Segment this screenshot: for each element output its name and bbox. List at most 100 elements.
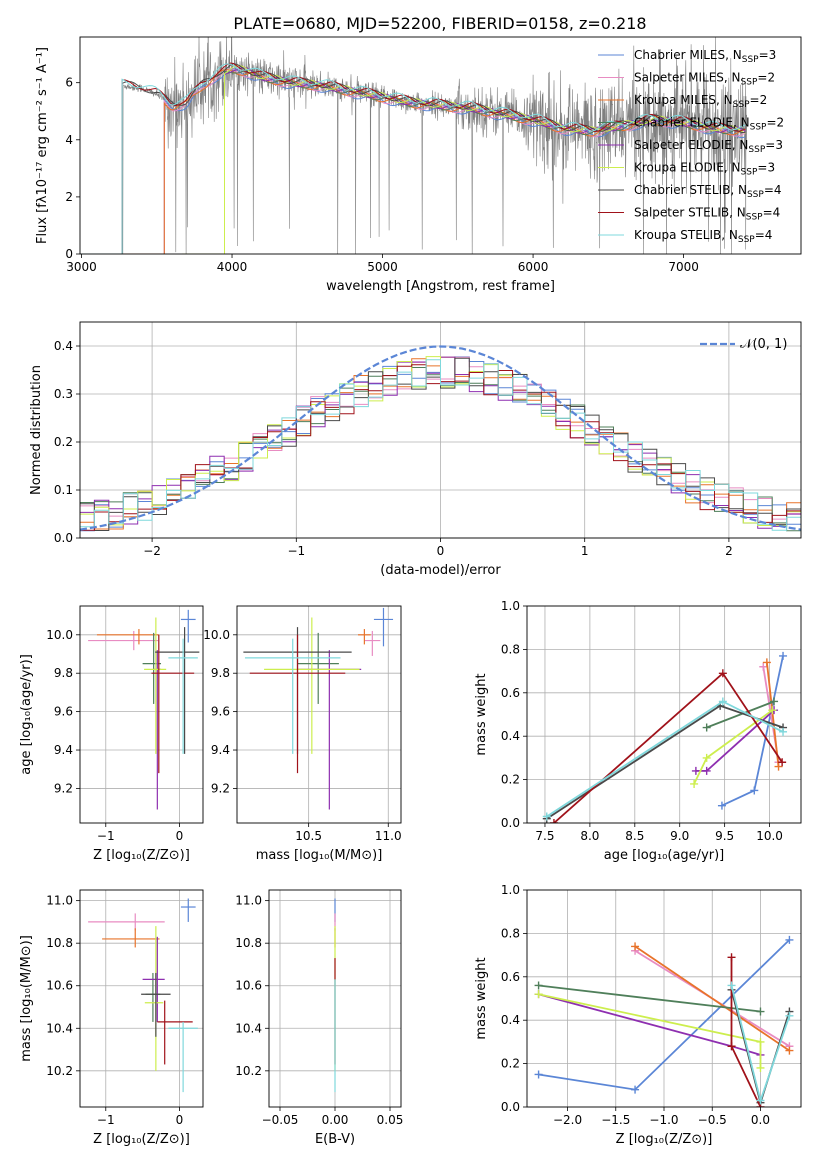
weight-point-chabrier_miles [534, 1070, 543, 1079]
y-tick-label: 2 [65, 190, 73, 204]
legend-entry: Kroupa STELIB, NSSP=4 [634, 228, 772, 245]
x-tick-label: 3000 [66, 260, 97, 274]
weight-line-chabrier_elodie [538, 984, 761, 1013]
panel-spectrum: 3000 4000 5000 6000 7000 0 2 4 6 wavelength [Angs… [35, 36, 802, 294]
plot-area [542, 651, 788, 823]
y-tick-label: 9.6 [54, 705, 73, 719]
plot-area [88, 898, 198, 1093]
x-tick-label: 11.0 [375, 829, 402, 843]
y-tick-label: 0.8 [501, 926, 520, 940]
x-tick-label: 7.5 [535, 829, 554, 843]
x-tick-label: 0 [176, 829, 184, 843]
axes-frame [236, 605, 402, 824]
x-tick-label: 6000 [518, 260, 549, 274]
weight-point-salpeter_miles [759, 662, 768, 671]
y-tick-label: 4 [65, 133, 73, 147]
y-tick-label: 11.0 [46, 894, 73, 908]
x-tick-label: −1.5 [601, 1113, 630, 1127]
legend-entry: Chabrier ELODIE, NSSP=2 [634, 116, 784, 133]
normal-curve [80, 345, 801, 531]
x-tick-label: 10.0 [756, 829, 783, 843]
weight-point-kroupa_stelib [542, 812, 551, 821]
x-tick-label: 9.0 [670, 829, 689, 843]
y-tick-label: 10.2 [235, 1064, 262, 1078]
panel-age_vs_mass: 10.5 11.0 9.2 9.4 9.6 9.8 10.0 mass [log₁₀(M/M⊙… [203, 605, 402, 863]
weight-point-kroupa_elodie [756, 1037, 765, 1046]
y-tick-label: 9.8 [211, 666, 230, 680]
legend-entry: 𝒩(0, 1) [740, 337, 787, 352]
panel-age_vs_Z: −1 0 9.2 9.4 9.6 9.8 10.0 Z [log₁₀(Z/Z⊙)] age [l… [19, 605, 204, 863]
y-tick-label: 10.8 [46, 936, 73, 950]
x-axis-label: Z [log₁₀(Z/Z⊙)] [93, 848, 190, 863]
x-axis-label: wavelength [Angstrom, rest frame] [326, 279, 555, 294]
legend-entry: Salpeter MILES, NSSP=2 [634, 71, 775, 88]
legend-entry: Kroupa ELODIE, NSSP=3 [634, 161, 775, 178]
y-tick-label: 9.4 [54, 743, 73, 757]
x-tick-label: 5000 [367, 260, 398, 274]
y-tick-label: 0.6 [501, 686, 520, 700]
y-tick-label: 9.4 [211, 743, 230, 757]
x-tick-label: −2 [143, 544, 161, 558]
weight-point-chabrier_elodie [756, 1007, 765, 1016]
weight-point-salpeter_stelib [727, 953, 736, 962]
y-tick-label: 0.4 [501, 729, 520, 743]
plot-area [80, 345, 801, 532]
y-tick-label: 0.2 [54, 435, 73, 449]
panel-weight_vs_age: 7.5 8.0 8.5 9.0 9.5 10.0 0.0 0.2 0.4 0.6 0.8 1.0 age… [474, 599, 802, 863]
y-tick-label: 0.0 [501, 816, 520, 830]
weight-point-kroupa_miles [762, 658, 771, 667]
axes-frame [79, 605, 204, 824]
y-axis-label: mass [log₁₀(M/M⊙)] [19, 935, 34, 1062]
y-tick-label: 10.4 [235, 1021, 262, 1035]
y-tick-label: 1.0 [501, 599, 520, 613]
x-tick-label: 2 [725, 544, 733, 558]
y-tick-label: 10.4 [46, 1021, 73, 1035]
weight-point-chabrier_elodie [702, 723, 711, 732]
weight-point-kroupa_miles [774, 762, 783, 771]
y-tick-label: 10.0 [46, 628, 73, 642]
weight-point-chabrier_miles [779, 651, 788, 660]
weight-point-kroupa_elodie [534, 990, 543, 999]
x-axis-label: age [log₁₀(age/yr)] [604, 848, 725, 863]
data-spectrum-line [122, 37, 747, 254]
weight-point-salpeter_stelib [778, 758, 787, 767]
axes-frame [79, 889, 204, 1108]
x-tick-label: −1 [287, 544, 305, 558]
x-axis-label: Z [log₁₀(Z/Z⊙)] [93, 1132, 190, 1147]
weight-point-kroupa_miles [785, 1046, 794, 1055]
y-tick-label: 0.3 [54, 387, 73, 401]
x-tick-label: 0.00 [322, 1113, 349, 1127]
plot-area [534, 935, 794, 1107]
weight-point-salpeter_elodie [691, 766, 700, 775]
x-tick-label: 9.5 [715, 829, 734, 843]
weight-point-kroupa_stelib [785, 1011, 794, 1020]
model-line-kroupa_stelib [80, 63, 746, 254]
y-tick-label: 0.6 [501, 970, 520, 984]
y-tick-label: 0.8 [501, 642, 520, 656]
weight-point-chabrier_miles [785, 935, 794, 944]
y-tick-label: 11.0 [235, 894, 262, 908]
legend-entry: Chabrier STELIB, NSSP=4 [634, 183, 782, 200]
x-tick-label: −0.5 [698, 1113, 727, 1127]
x-tick-label: 10.5 [295, 829, 322, 843]
y-tick-label: 6 [65, 76, 73, 90]
weight-point-salpeter_elodie [702, 766, 711, 775]
model-line-chabrier_elodie [182, 69, 746, 254]
model-line-salpeter_stelib [80, 62, 746, 254]
weight-point-kroupa_elodie [768, 706, 777, 715]
weight-line-chabrier_elodie [706, 700, 775, 729]
x-axis-label: E(B-V) [315, 1132, 355, 1147]
y-tick-label: 10.6 [46, 979, 73, 993]
x-tick-label: 8.5 [625, 829, 644, 843]
weight-point-chabrier_miles [717, 801, 726, 810]
x-tick-label: 0 [176, 1113, 184, 1127]
weight-point-kroupa_elodie [690, 779, 699, 788]
weight-point-salpeter_stelib [549, 819, 558, 823]
legend-entry: Chabrier MILES, NSSP=3 [634, 48, 776, 65]
y-tick-label: 0 [65, 247, 73, 261]
x-tick-label: 7000 [668, 260, 699, 274]
y-axis-label: Normed distribution [29, 365, 44, 495]
y-tick-label: 10.0 [203, 628, 230, 642]
panel-residuals: −2 −1 0 1 2 0.0 0.1 0.2 0.3 0.4 (data-model)/error… [29, 321, 802, 578]
plot-area [243, 607, 394, 810]
